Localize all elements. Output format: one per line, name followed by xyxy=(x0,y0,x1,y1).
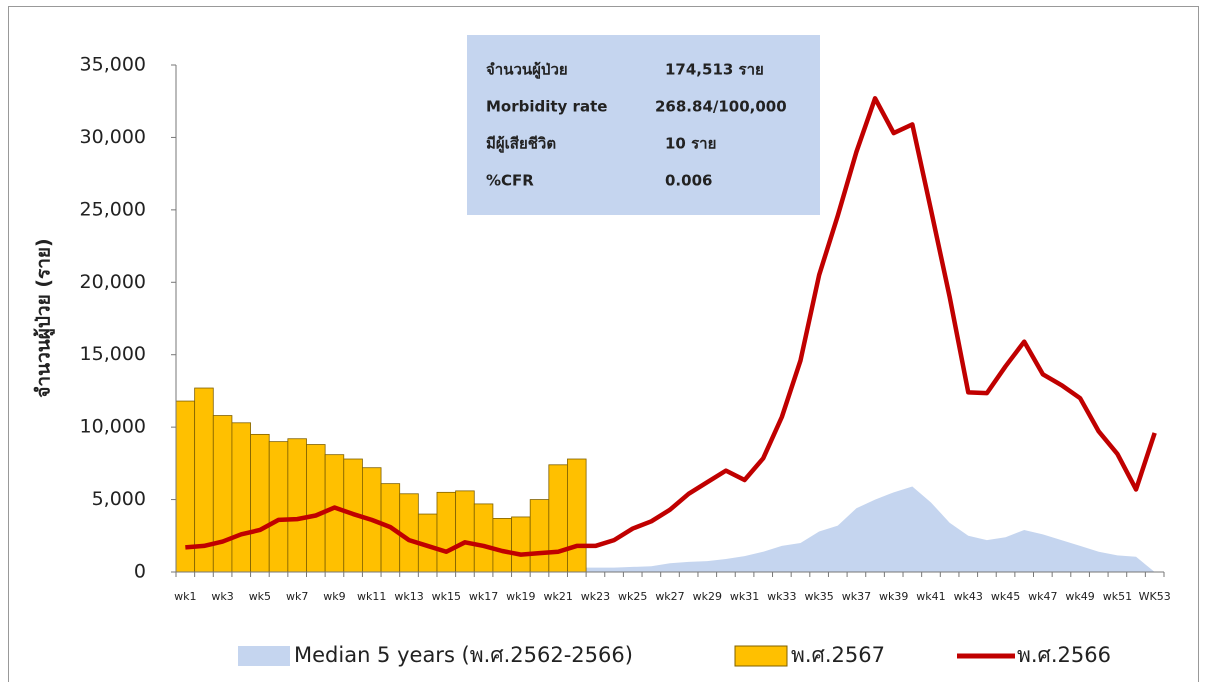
info-label: %CFR xyxy=(486,172,534,190)
x-tick-label: wk23 xyxy=(581,590,610,603)
y-axis-title: จำนวนผู้ป่วย (ราย) xyxy=(33,238,56,397)
x-tick-label: wk39 xyxy=(879,590,908,603)
info-value: 10 ราย xyxy=(665,135,716,153)
x-tick-label: wk33 xyxy=(767,590,796,603)
x-tick-label: wk3 xyxy=(211,590,233,603)
bar xyxy=(324,454,345,573)
bar xyxy=(268,441,289,573)
x-tick-label: wk19 xyxy=(506,590,535,603)
x-tick-label: wk9 xyxy=(323,590,345,603)
bar xyxy=(455,490,475,573)
bar xyxy=(511,516,531,573)
legend-label: พ.ศ.2567 xyxy=(791,643,885,667)
x-tick-label: wk29 xyxy=(693,590,722,603)
x-tick-label: WK53 xyxy=(1139,590,1171,603)
y-tick-label: 0 xyxy=(134,561,146,583)
info-label: จำนวนผู้ป่วย xyxy=(486,61,568,80)
x-tick-label: wk45 xyxy=(991,590,1020,603)
bar xyxy=(306,444,326,573)
y-tick-label: 10,000 xyxy=(80,416,146,438)
y-tick-label: 30,000 xyxy=(80,126,146,148)
frame xyxy=(8,6,1199,682)
median-area xyxy=(576,486,1155,572)
x-tick-label: wk1 xyxy=(174,590,196,603)
x-tick-label: wk47 xyxy=(1028,590,1057,603)
y-tick-label: 15,000 xyxy=(80,343,146,365)
legend-swatch xyxy=(734,645,788,667)
bar xyxy=(529,499,550,573)
legend-label: พ.ศ.2566 xyxy=(1017,643,1111,667)
x-tick-label: wk13 xyxy=(394,590,423,603)
legend-label: Median 5 years (พ.ศ.2562-2566) xyxy=(294,643,633,667)
bar xyxy=(212,415,233,573)
bar xyxy=(436,491,457,573)
x-tick-label: wk7 xyxy=(286,590,308,603)
line xyxy=(185,96,1157,557)
x-tick-label: wk51 xyxy=(1103,590,1132,603)
bar xyxy=(492,518,512,573)
x-tick-label: wk35 xyxy=(804,590,833,603)
x-tick-label: wk11 xyxy=(357,590,386,603)
bar xyxy=(287,438,307,573)
info-value: 0.006 xyxy=(665,172,712,190)
x-tick-label: wk49 xyxy=(1065,590,1094,603)
info-label: มีผู้เสียชีวิต xyxy=(486,135,556,154)
info-value: 174,513 ราย xyxy=(665,61,764,79)
x-tick-label: wk15 xyxy=(432,590,461,603)
info-label: Morbidity rate xyxy=(486,98,607,116)
y-tick-label: 25,000 xyxy=(80,198,146,220)
bar xyxy=(250,433,270,573)
x-tick-label: wk41 xyxy=(916,590,945,603)
x-tick-label: wk37 xyxy=(842,590,871,603)
x-tick-label: wk25 xyxy=(618,590,647,603)
y-tick-label: 20,000 xyxy=(80,271,146,293)
x-tick-label: wk31 xyxy=(730,590,759,603)
info-value: 268.84/100,000 xyxy=(655,98,787,116)
x-tick-label: wk43 xyxy=(954,590,983,603)
y-tick-label: 35,000 xyxy=(80,54,146,76)
x-tick-label: wk27 xyxy=(655,590,684,603)
x-tick-label: wk17 xyxy=(469,590,498,603)
bar xyxy=(473,503,494,573)
bar xyxy=(231,422,251,573)
x-tick-label: wk5 xyxy=(249,590,271,603)
bar xyxy=(548,464,568,573)
bar xyxy=(567,458,587,573)
y-tick-label: 5,000 xyxy=(92,488,146,510)
legend-swatch xyxy=(238,646,290,666)
info-box xyxy=(467,35,820,215)
x-tick-label: wk21 xyxy=(543,590,572,603)
